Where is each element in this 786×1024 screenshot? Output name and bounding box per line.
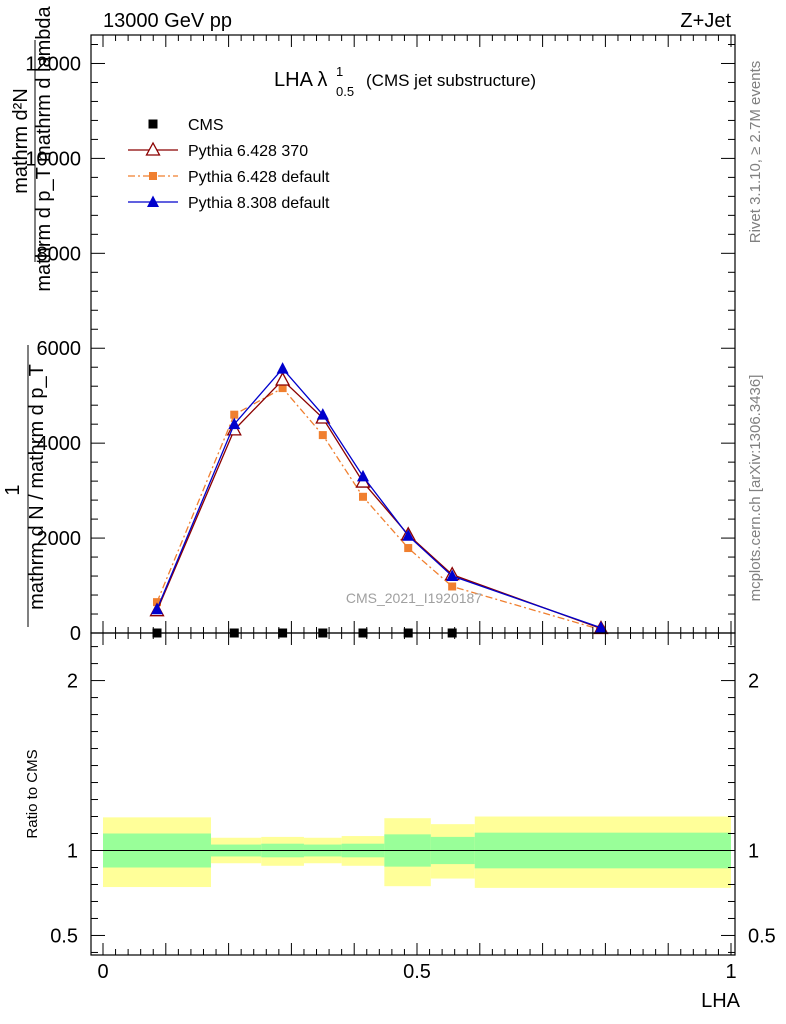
series-pythia-8-308-default — [151, 362, 608, 633]
series-line-pythia-8-308-default — [156, 367, 602, 629]
plot-title-superscript: 1 — [336, 64, 343, 79]
ratio-y-label: Ratio to CMS — [24, 749, 41, 838]
data-point-pythia-6-428-370 — [275, 371, 291, 386]
y-tick-label: 8000 — [37, 243, 82, 265]
main-ylabel-line4: mathrm d N / mathrm d p_T — [26, 364, 48, 610]
x-tick-label: 1 — [725, 961, 736, 983]
legend-item-pythia-8-308-default: Pythia 8.308 default — [128, 195, 330, 212]
ratio-y-tick-label-right: 1 — [748, 840, 759, 862]
data-point-pythia-6-428-default — [230, 410, 239, 419]
x-axis-label: LHA — [701, 990, 741, 1012]
ratio-axis-ticks: 0.5 0.5 1 1 2 2 0 0.5 1 — [50, 633, 776, 983]
data-point-pythia-8-308-default — [356, 469, 369, 482]
data-point-pythia-8-308-default — [276, 362, 289, 374]
legend-item-pythia-6-428-default: Pythia 6.428 default — [128, 169, 330, 186]
data-point-pythia-6-428-default — [318, 431, 327, 440]
main-ylabel-line3: 1 — [2, 484, 24, 495]
ratio-y-tick-label-left: 0.5 — [50, 925, 78, 947]
series-line-pythia-6-428-370 — [156, 379, 602, 630]
data-point-pythia-8-308-default — [151, 602, 164, 615]
data-point-pythia-8-308-default — [228, 417, 241, 430]
main-ylabel-line2: mathrm d p_T mathrm d lambda — [33, 5, 55, 291]
legend-marker-cms — [148, 119, 158, 129]
plot-title-main: LHA λ — [274, 69, 327, 91]
legend-marker-pythia-8-308-default — [147, 195, 159, 207]
legend-item-cms: CMS — [148, 117, 224, 134]
data-point-pythia-6-428-default — [404, 544, 413, 553]
y-tick-label: 4000 — [37, 433, 82, 455]
legend-marker-pythia-6-428-default — [149, 172, 157, 180]
data-point-pythia-8-308-default — [402, 529, 415, 541]
y-tick-label: 12000 — [25, 53, 81, 75]
rivet-label: Rivet 3.1.10, ≥ 2.7M events — [747, 61, 764, 244]
data-point-pythia-6-428-default — [278, 384, 287, 393]
header-left: 13000 GeV pp — [103, 10, 232, 32]
ratio-y-tick-label-right: 0.5 — [748, 925, 776, 947]
y-tick-label: 2000 — [37, 528, 82, 550]
x-tick-label: 0.5 — [403, 961, 431, 983]
main-ylabel-line1: mathrm d²N — [10, 88, 32, 194]
data-point-pythia-8-308-default — [595, 621, 608, 633]
ratio-y-tick-label-left: 2 — [67, 671, 78, 693]
main-y-label: mathrm d²N mathrm d p_T mathrm d lambda … — [2, 5, 55, 627]
mcplots-label: mcplots.cern.ch [arXiv:1306.3436] — [747, 375, 764, 602]
data-point-pythia-6-428-default — [153, 598, 162, 607]
plot-title-suffix: (CMS jet substructure) — [366, 71, 536, 90]
data-point-pythia-6-428-default — [358, 492, 367, 501]
data-point-pythia-8-308-default — [446, 569, 459, 582]
ratio-frame — [90, 632, 736, 956]
watermark: CMS_2021_I1920187 — [346, 590, 482, 606]
legend-item-pythia-6-428-370: Pythia 6.428 370 — [128, 141, 308, 160]
x-tick-label: 0 — [97, 961, 108, 983]
main-panel: 0 2000 4000 6000 8000 10000 12000 LHA λ 1 0.5 … — [2, 5, 736, 645]
header-right: Z+Jet — [680, 10, 731, 32]
data-point-pythia-8-308-default — [316, 408, 329, 420]
ratio-y-tick-label-right: 2 — [748, 671, 759, 693]
header: 13000 GeV pp Z+Jet — [103, 10, 731, 32]
ratio-panel: 0.5 0.5 1 1 2 2 0 0.5 1 Ratio to CMS — [24, 632, 776, 983]
ratio-data-layer — [91, 816, 735, 888]
legend-marker-pythia-6-428-370 — [145, 141, 161, 156]
legend-label-pythia-8-308-default: Pythia 8.308 default — [188, 195, 330, 212]
y-tick-label: 6000 — [37, 338, 82, 360]
y-tick-label: 0 — [70, 623, 81, 645]
legend-label-pythia-6-428-370: Pythia 6.428 370 — [188, 143, 308, 160]
legend: CMS Pythia 6.428 370 Pythia 6.428 default P… — [128, 117, 330, 212]
plot-title-subscript: 0.5 — [336, 84, 354, 99]
plot-title: LHA λ 1 0.5 (CMS jet substructure) — [274, 64, 536, 99]
side-labels: Rivet 3.1.10, ≥ 2.7M events mcplots.cern… — [747, 61, 764, 602]
ratio-y-tick-label-left: 1 — [67, 840, 78, 862]
y-tick-label: 10000 — [25, 148, 81, 170]
main-axis-ticks: 0 2000 4000 6000 8000 10000 12000 — [25, 35, 735, 645]
legend-label-cms: CMS — [188, 117, 224, 134]
data-point-pythia-6-428-default — [448, 582, 457, 591]
legend-label-pythia-6-428-default: Pythia 6.428 default — [188, 169, 330, 186]
